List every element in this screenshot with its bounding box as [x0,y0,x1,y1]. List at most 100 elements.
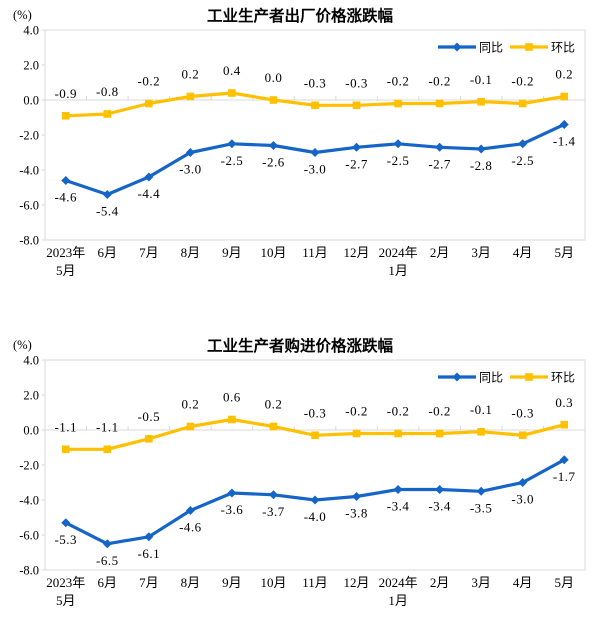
data-label: 0.2 [182,67,200,82]
data-label: -4.6 [179,520,202,535]
x-axis-label: 6月 [98,575,118,590]
data-label: -0.2 [345,404,368,419]
marker-square [103,445,112,454]
marker-square [394,429,402,438]
data-label: 0.6 [223,390,241,405]
data-label: -2.6 [262,155,285,170]
marker-diamond [310,148,320,157]
marker-square [435,99,444,108]
marker-square [145,99,153,108]
data-label: -0.2 [138,74,161,89]
data-label: 0.4 [223,63,241,78]
data-label: 0.2 [182,397,200,412]
data-label: -4.4 [138,186,161,201]
y-tick-label: 4.0 [23,353,39,367]
marker-diamond [227,488,237,498]
x-axis-label: 7月 [139,245,159,260]
data-label: -5.4 [96,204,119,219]
data-label: 0.3 [555,395,573,410]
chart-title: 工业生产者购进价格涨跌幅 [207,336,394,355]
data-label: -0.3 [304,75,327,90]
marker-square [518,431,527,440]
y-tick-label: 2.0 [23,388,39,402]
data-label: -0.3 [511,405,534,420]
data-label: -0.2 [511,74,534,89]
y-tick-label: -8.0 [19,233,39,247]
y-tick-label: -2.0 [19,128,39,142]
data-label: -2.5 [221,153,244,168]
marker-diamond [102,539,112,549]
x-axis-label: 1月 [388,593,408,608]
data-label: 0.0 [265,70,283,85]
legend-label: 环比 [551,371,575,385]
data-label: -3.4 [387,499,410,514]
marker-square [103,110,112,118]
data-label: -2.5 [387,153,410,168]
data-label: -0.3 [304,405,327,420]
marker-diamond [61,518,71,528]
x-axis-label: 2024年 [379,245,418,260]
marker-square [145,434,153,443]
marker-square [311,101,319,110]
marker-square [311,431,319,440]
marker-square [525,43,533,51]
marker-square [228,415,236,424]
marker-diamond [435,485,445,494]
x-axis-label: 8月 [181,575,201,590]
legend-item: 环比 [510,371,575,385]
data-label: -4.6 [54,190,77,205]
data-label: -2.5 [511,153,534,168]
data-label: -1.7 [553,469,576,484]
plot-border [44,29,586,241]
x-axis-label: 6月 [98,245,118,260]
marker-square [435,429,444,438]
x-axis-label: 3月 [471,245,491,260]
legend-item: 同比 [438,371,503,385]
data-label: -6.5 [96,553,119,568]
x-axis-label: 9月 [222,245,242,260]
x-axis-label: 2024年 [379,575,418,590]
marker-diamond [518,139,528,149]
data-label: -1.1 [54,419,77,434]
x-axis-label: 2月 [430,575,450,590]
x-axis-label: 2月 [430,245,450,260]
marker-diamond [559,120,569,129]
x-axis-label: 10月 [260,575,286,590]
chart-title: 工业生产者出厂价格涨跌幅 [207,6,394,25]
marker-diamond [61,176,71,185]
plot-border [44,359,586,571]
data-label: -1.4 [553,134,576,149]
marker-diamond [185,148,195,157]
data-label: -3.8 [345,506,368,521]
marker-square [477,97,485,106]
data-label: -2.8 [470,158,493,173]
data-label: -0.5 [138,409,161,424]
marker-square [525,373,533,381]
y-tick-label: -6.0 [19,198,39,212]
marker-square [61,111,70,120]
data-label: -5.3 [54,532,77,547]
marker-diamond [268,141,278,150]
factory-gate-price-chart: 工业生产者出厂价格涨跌幅 (%)4.0 2.0 0.0 -2.0 -4.0 -6.0 -8.0… [13,6,586,278]
marker-square [477,427,485,436]
data-label: -3.0 [511,492,534,507]
data-label: -4.0 [304,509,327,524]
data-label: -0.9 [54,86,77,101]
data-label: -3.7 [262,504,285,519]
x-axis-label: 5月 [56,263,76,278]
marker-diamond [227,139,237,149]
marker-diamond [452,42,462,52]
marker-square [269,96,278,104]
data-label: -2.7 [428,156,451,171]
y-tick-label: 0.0 [23,423,39,437]
y-tick-label: -8.0 [19,563,39,577]
purchase-price-chart: 工业生产者购进价格涨跌幅 (%)4.0 2.0 0.0 -2.0 -4.0 -6.0 -8.0… [13,336,586,608]
y-tick-label: -2.0 [19,458,39,472]
chart-factory-gate-prices: 工业生产者出厂价格涨跌幅 (%) 4.0 2.0 0.0 -2.0 -4.0 -6.0 -8.0… [0,0,600,288]
chart-purchase-prices: 工业生产者购进价格涨跌幅 (%) 4.0 2.0 0.0 -2.0 -4.0 -6.0 -8.0… [0,330,600,618]
marker-diamond [352,492,362,501]
marker-square [518,99,527,108]
x-axis-label: 2023年 [46,245,85,260]
x-axis-label: 7月 [139,575,159,590]
